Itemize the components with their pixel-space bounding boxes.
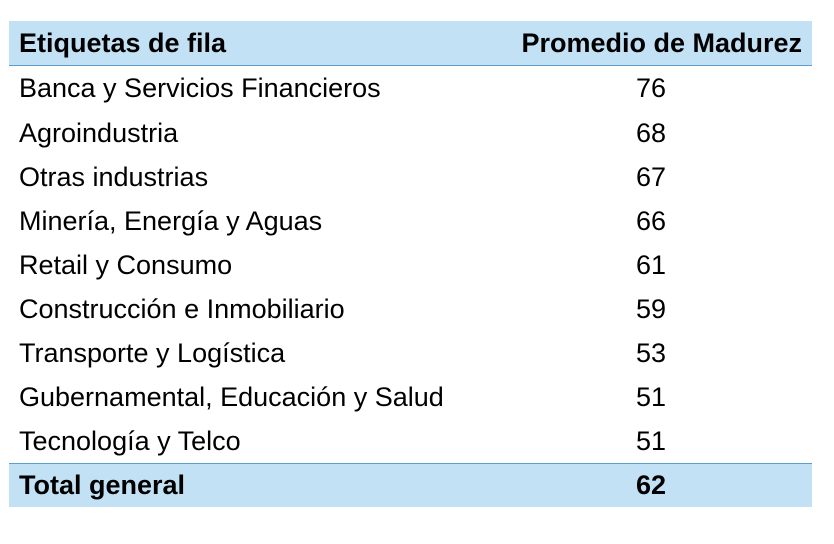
value-column-header[interactable]: Promedio de Madurez [521,27,802,58]
table-row[interactable]: Minería, Energía y Aguas 66 [9,199,812,243]
row-value: 51 [635,381,666,412]
table-row[interactable]: Banca y Servicios Financieros 76 [9,66,812,111]
table-row[interactable]: Retail y Consumo 61 [9,243,812,287]
table-row[interactable]: Agroindustria 68 [9,111,812,155]
row-value: 51 [635,425,666,456]
table-row[interactable]: Tecnología y Telco 51 [9,419,812,463]
table-row[interactable]: Gubernamental, Educación y Salud 51 [9,375,812,419]
table-header: Etiquetas de fila Promedio de Madurez [9,21,812,66]
row-value: 59 [635,293,666,324]
row-value: 61 [635,249,666,280]
row-labels-header[interactable]: Etiquetas de fila [19,27,227,58]
table-row[interactable]: Otras industrias 67 [9,155,812,199]
pivot-table: Etiquetas de fila Promedio de Madurez Ba… [9,21,812,507]
row-label: Agroindustria [19,117,179,148]
total-row[interactable]: Total general 62 [9,463,812,507]
total-value: 62 [635,470,666,500]
row-label: Tecnología y Telco [19,425,241,456]
row-value: 68 [635,117,666,148]
row-label: Banca y Servicios Financieros [19,73,381,103]
row-label: Construcción e Inmobiliario [19,293,345,324]
row-label: Transporte y Logística [19,337,286,368]
row-label: Gubernamental, Educación y Salud [19,381,444,412]
row-label: Otras industrias [19,161,209,192]
total-label: Total general [19,470,186,500]
row-label: Minería, Energía y Aguas [19,205,323,236]
row-value: 67 [635,161,666,192]
table-body: Banca y Servicios Financieros 76 Agroind… [9,66,812,463]
table-row[interactable]: Transporte y Logística 53 [9,331,812,375]
row-label: Retail y Consumo [19,249,233,280]
row-value: 53 [635,337,666,368]
row-value: 66 [635,205,666,236]
row-value: 76 [635,73,666,103]
table-row[interactable]: Construcción e Inmobiliario 59 [9,287,812,331]
